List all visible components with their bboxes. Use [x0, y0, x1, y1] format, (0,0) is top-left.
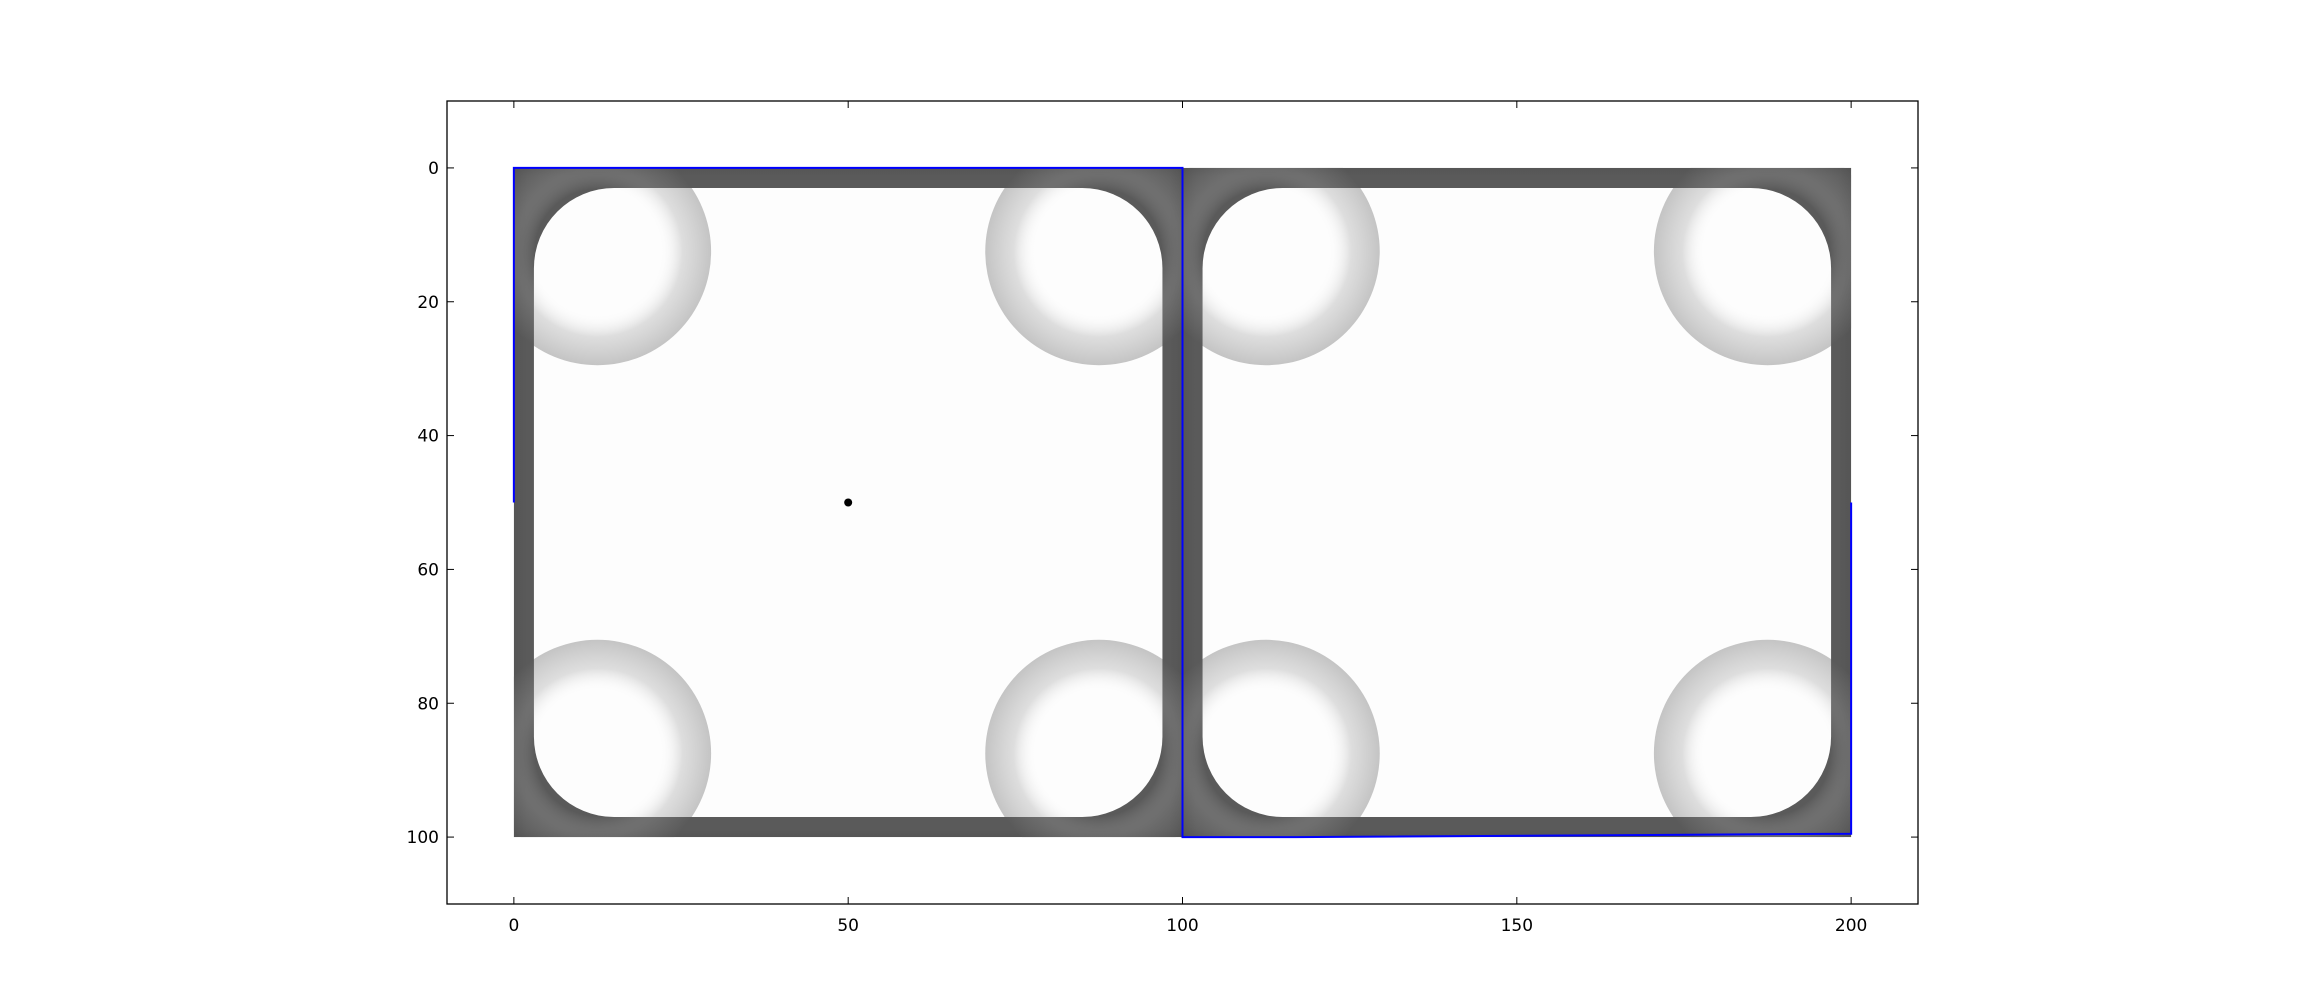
image-corner-2: [985, 167, 1183, 366]
x-tick-label: 0: [508, 916, 519, 936]
heatmap-images: [513, 167, 1852, 838]
y-tick-label: 0: [428, 159, 439, 179]
image-corner-3: [513, 639, 712, 838]
image-corner-2: [1653, 167, 1852, 366]
y-tick-label: 100: [407, 828, 439, 848]
image-corner-4: [1653, 639, 1852, 838]
y-tick-label: 80: [417, 694, 439, 714]
image-interior: [1202, 187, 1832, 818]
image-edge-top: [513, 167, 1183, 176]
chart-marks: [512, 166, 1853, 839]
image-corner-1: [1182, 167, 1380, 366]
heatmap-image-2: [1182, 167, 1852, 838]
image-corner-4: [985, 639, 1183, 838]
image-edge-top: [1182, 167, 1852, 176]
y-tick-label: 40: [417, 427, 439, 447]
image-edge-bottom: [1182, 829, 1852, 838]
x-tick-label: 100: [1166, 916, 1198, 936]
x-tick-label: 200: [1835, 916, 1867, 936]
x-tick-label: 150: [1501, 916, 1533, 936]
y-tick-label: 60: [417, 560, 439, 580]
center-point: [844, 498, 853, 507]
x-tick-label: 50: [837, 916, 859, 936]
image-edge-bottom: [513, 829, 1183, 838]
y-tick-label: 20: [417, 293, 439, 313]
axis-ticks: 0 50 100 150 200 0 20 40 60 80 100: [407, 101, 1918, 936]
image-corner-3: [1182, 639, 1380, 838]
outline-line: [512, 166, 1853, 839]
image-corner-1: [513, 167, 712, 366]
